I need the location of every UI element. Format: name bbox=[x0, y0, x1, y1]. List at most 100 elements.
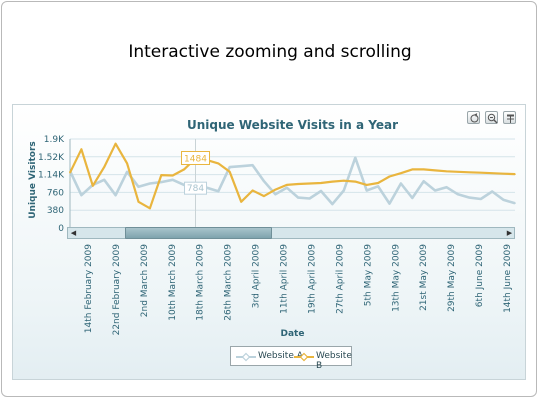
data-point-website-a bbox=[422, 180, 425, 182]
data-point-website-a bbox=[320, 190, 322, 192]
series-line-website-a bbox=[68, 156, 516, 206]
data-point-website-b bbox=[331, 180, 334, 183]
legend-label-website-a: Website A bbox=[258, 351, 303, 361]
data-point-website-b bbox=[183, 168, 185, 171]
data-point-website-b bbox=[297, 183, 300, 185]
data-point-website-b bbox=[92, 185, 94, 187]
data-point-website-a bbox=[240, 165, 242, 167]
data-point-website-b bbox=[103, 166, 106, 168]
x-tick-label: 22nd February 2009 bbox=[112, 244, 122, 336]
data-point-website-a bbox=[297, 196, 300, 199]
x-tick-label: 3rd April 2009 bbox=[252, 244, 262, 308]
y-tick-label: 1.14K bbox=[38, 171, 65, 181]
chart-legend: Website A Website B bbox=[230, 346, 352, 371]
x-tick-label: 19th April 2009 bbox=[307, 244, 317, 314]
x-tick-label: 14th February 2009 bbox=[84, 244, 94, 333]
data-point-website-a bbox=[388, 202, 391, 205]
data-point-website-b bbox=[171, 174, 174, 177]
y-tick-label: 760 bbox=[47, 188, 64, 198]
pin-icon bbox=[507, 114, 514, 123]
data-point-website-b bbox=[251, 189, 254, 192]
scroll-right-arrow[interactable]: ▶ bbox=[506, 229, 513, 237]
x-tick-label: 10th March 2009 bbox=[168, 244, 178, 321]
data-point-website-a bbox=[114, 194, 117, 197]
data-point-website-b bbox=[354, 180, 357, 183]
data-point-website-b bbox=[502, 172, 505, 175]
zoom-out-icon bbox=[487, 113, 498, 124]
data-point-website-a bbox=[514, 202, 516, 204]
data-point-website-b bbox=[80, 148, 83, 151]
y-tick-label: 0 bbox=[58, 224, 64, 234]
x-tick-label: 2nd March 2009 bbox=[140, 244, 150, 317]
x-tick-label: 29th May 2009 bbox=[447, 244, 457, 312]
data-point-website-a bbox=[502, 199, 505, 201]
data-point-website-b bbox=[365, 184, 368, 186]
x-tick-label: 5th May 2009 bbox=[363, 244, 373, 306]
data-point-website-b bbox=[479, 171, 482, 174]
data-point-website-a bbox=[285, 186, 288, 189]
data-point-website-a bbox=[468, 196, 471, 199]
tooltip-box-website-a bbox=[184, 181, 208, 195]
data-point-website-b bbox=[160, 174, 163, 176]
data-point-website-b bbox=[149, 207, 151, 210]
data-point-website-b bbox=[457, 170, 459, 173]
data-point-website-b bbox=[240, 200, 242, 203]
data-point-website-b bbox=[491, 172, 493, 174]
scroll-left-arrow[interactable]: ◀ bbox=[70, 229, 77, 237]
data-point-website-a bbox=[479, 198, 482, 200]
chart-panel bbox=[12, 104, 526, 380]
data-point-website-b bbox=[434, 169, 436, 172]
data-point-website-b bbox=[308, 182, 311, 185]
data-point-website-b bbox=[411, 168, 414, 171]
reset-icon bbox=[470, 113, 479, 123]
data-point-website-a bbox=[365, 189, 368, 192]
series-line-website-b bbox=[69, 142, 516, 210]
chart-title: Unique Website Visits in a Year bbox=[186, 118, 399, 132]
data-point-website-b bbox=[285, 184, 288, 186]
slide-title: Interactive zooming and scrolling bbox=[128, 42, 412, 62]
data-point-website-a bbox=[80, 194, 83, 197]
data-point-website-b bbox=[69, 171, 71, 174]
data-point-website-a bbox=[103, 178, 106, 181]
scrollbar-thumb[interactable] bbox=[125, 227, 272, 239]
y-tick-label: 1.9K bbox=[44, 135, 65, 145]
data-point-website-b bbox=[514, 173, 516, 175]
x-tick-label: 14th June 2009 bbox=[503, 244, 513, 313]
reset-zoom-button[interactable] bbox=[467, 111, 480, 124]
x-axis-title: Date bbox=[280, 329, 305, 339]
data-point-website-a bbox=[160, 181, 163, 183]
data-point-website-a bbox=[343, 189, 345, 192]
data-point-website-b bbox=[422, 168, 425, 171]
tooltip-box-website-b bbox=[181, 150, 211, 165]
data-point-website-a bbox=[137, 185, 140, 188]
data-point-website-a bbox=[331, 203, 334, 205]
data-point-website-b bbox=[343, 179, 345, 182]
zoom-out-button[interactable] bbox=[485, 111, 498, 124]
data-point-website-a bbox=[171, 178, 174, 181]
data-point-website-a bbox=[274, 193, 277, 196]
data-point-website-b bbox=[388, 175, 391, 178]
tooltip-value-website-b: 1484 bbox=[184, 154, 207, 164]
data-point-website-a bbox=[263, 180, 265, 182]
data-point-website-b bbox=[468, 171, 471, 174]
x-tick-label: 13th May 2009 bbox=[391, 244, 401, 312]
data-point-website-b bbox=[320, 182, 322, 184]
data-point-website-a bbox=[354, 156, 357, 159]
legend-label-website-b: Website B bbox=[316, 351, 352, 371]
legend-marker-website-a bbox=[236, 352, 256, 362]
data-point-website-a bbox=[434, 189, 436, 192]
pin-button[interactable] bbox=[503, 111, 516, 124]
data-point-website-a bbox=[228, 166, 231, 168]
tooltip-value-website-a: 784 bbox=[187, 184, 204, 194]
x-tick-label: 11th April 2009 bbox=[280, 244, 290, 314]
data-point-website-b bbox=[228, 170, 231, 173]
data-point-website-a bbox=[491, 190, 493, 193]
x-tick-label: 27th April 2009 bbox=[335, 244, 345, 314]
x-tick-label: 21st May 2009 bbox=[419, 244, 429, 311]
data-point-website-a bbox=[308, 197, 311, 200]
x-tick-label: 6th June 2009 bbox=[475, 244, 485, 307]
data-point-website-b bbox=[400, 172, 402, 174]
data-point-website-b bbox=[217, 162, 220, 165]
data-point-website-a bbox=[411, 197, 414, 199]
